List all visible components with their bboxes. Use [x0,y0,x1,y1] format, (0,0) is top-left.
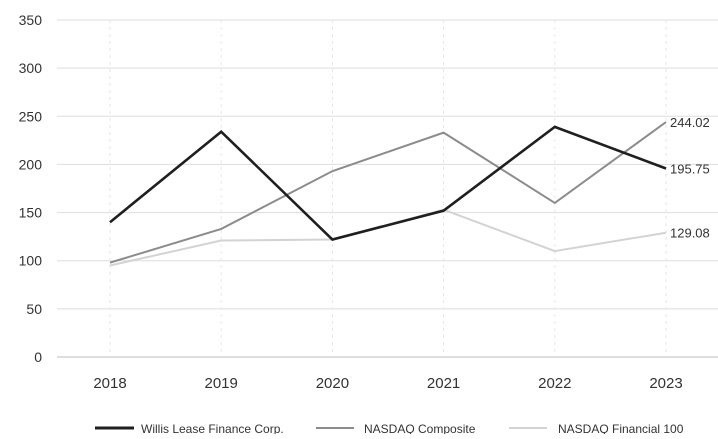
legend: Willis Lease Finance Corp. NASDAQ Composi… [95,422,684,434]
legend-label: NASDAQ Financial 100 [558,422,684,434]
y-tick-label: 350 [19,12,43,28]
x-tick-label: 2021 [427,375,460,392]
x-tick-label: 2019 [205,375,238,392]
y-tick-label: 100 [19,253,43,269]
y-tick-label: 300 [19,60,43,76]
x-tick-label: 2022 [538,375,571,392]
end-value-label: 195.75 [670,162,710,177]
x-tick-label: 2023 [649,375,682,392]
x-tick-label: 2018 [93,375,126,392]
legend-label: Willis Lease Finance Corp. [141,422,284,434]
end-value-label: 129.08 [670,226,710,241]
series-line-2 [110,122,666,263]
grid [57,20,718,357]
y-tick-label: 50 [26,301,42,317]
x-tick-label: 2020 [316,375,349,392]
y-tick-label: 200 [19,156,43,172]
data-labels: 195.75 244.02 129.08 [670,115,710,241]
series [110,122,666,266]
y-tick-label: 150 [19,205,43,221]
axes: 0 50 100 150 200 250 300 350 2018 2019 2020 2021 202… [19,12,683,392]
legend-label: NASDAQ Composite [364,422,476,434]
y-tick-label: 250 [19,108,43,124]
end-value-label: 244.02 [670,115,710,130]
y-tick-label: 0 [34,349,42,365]
